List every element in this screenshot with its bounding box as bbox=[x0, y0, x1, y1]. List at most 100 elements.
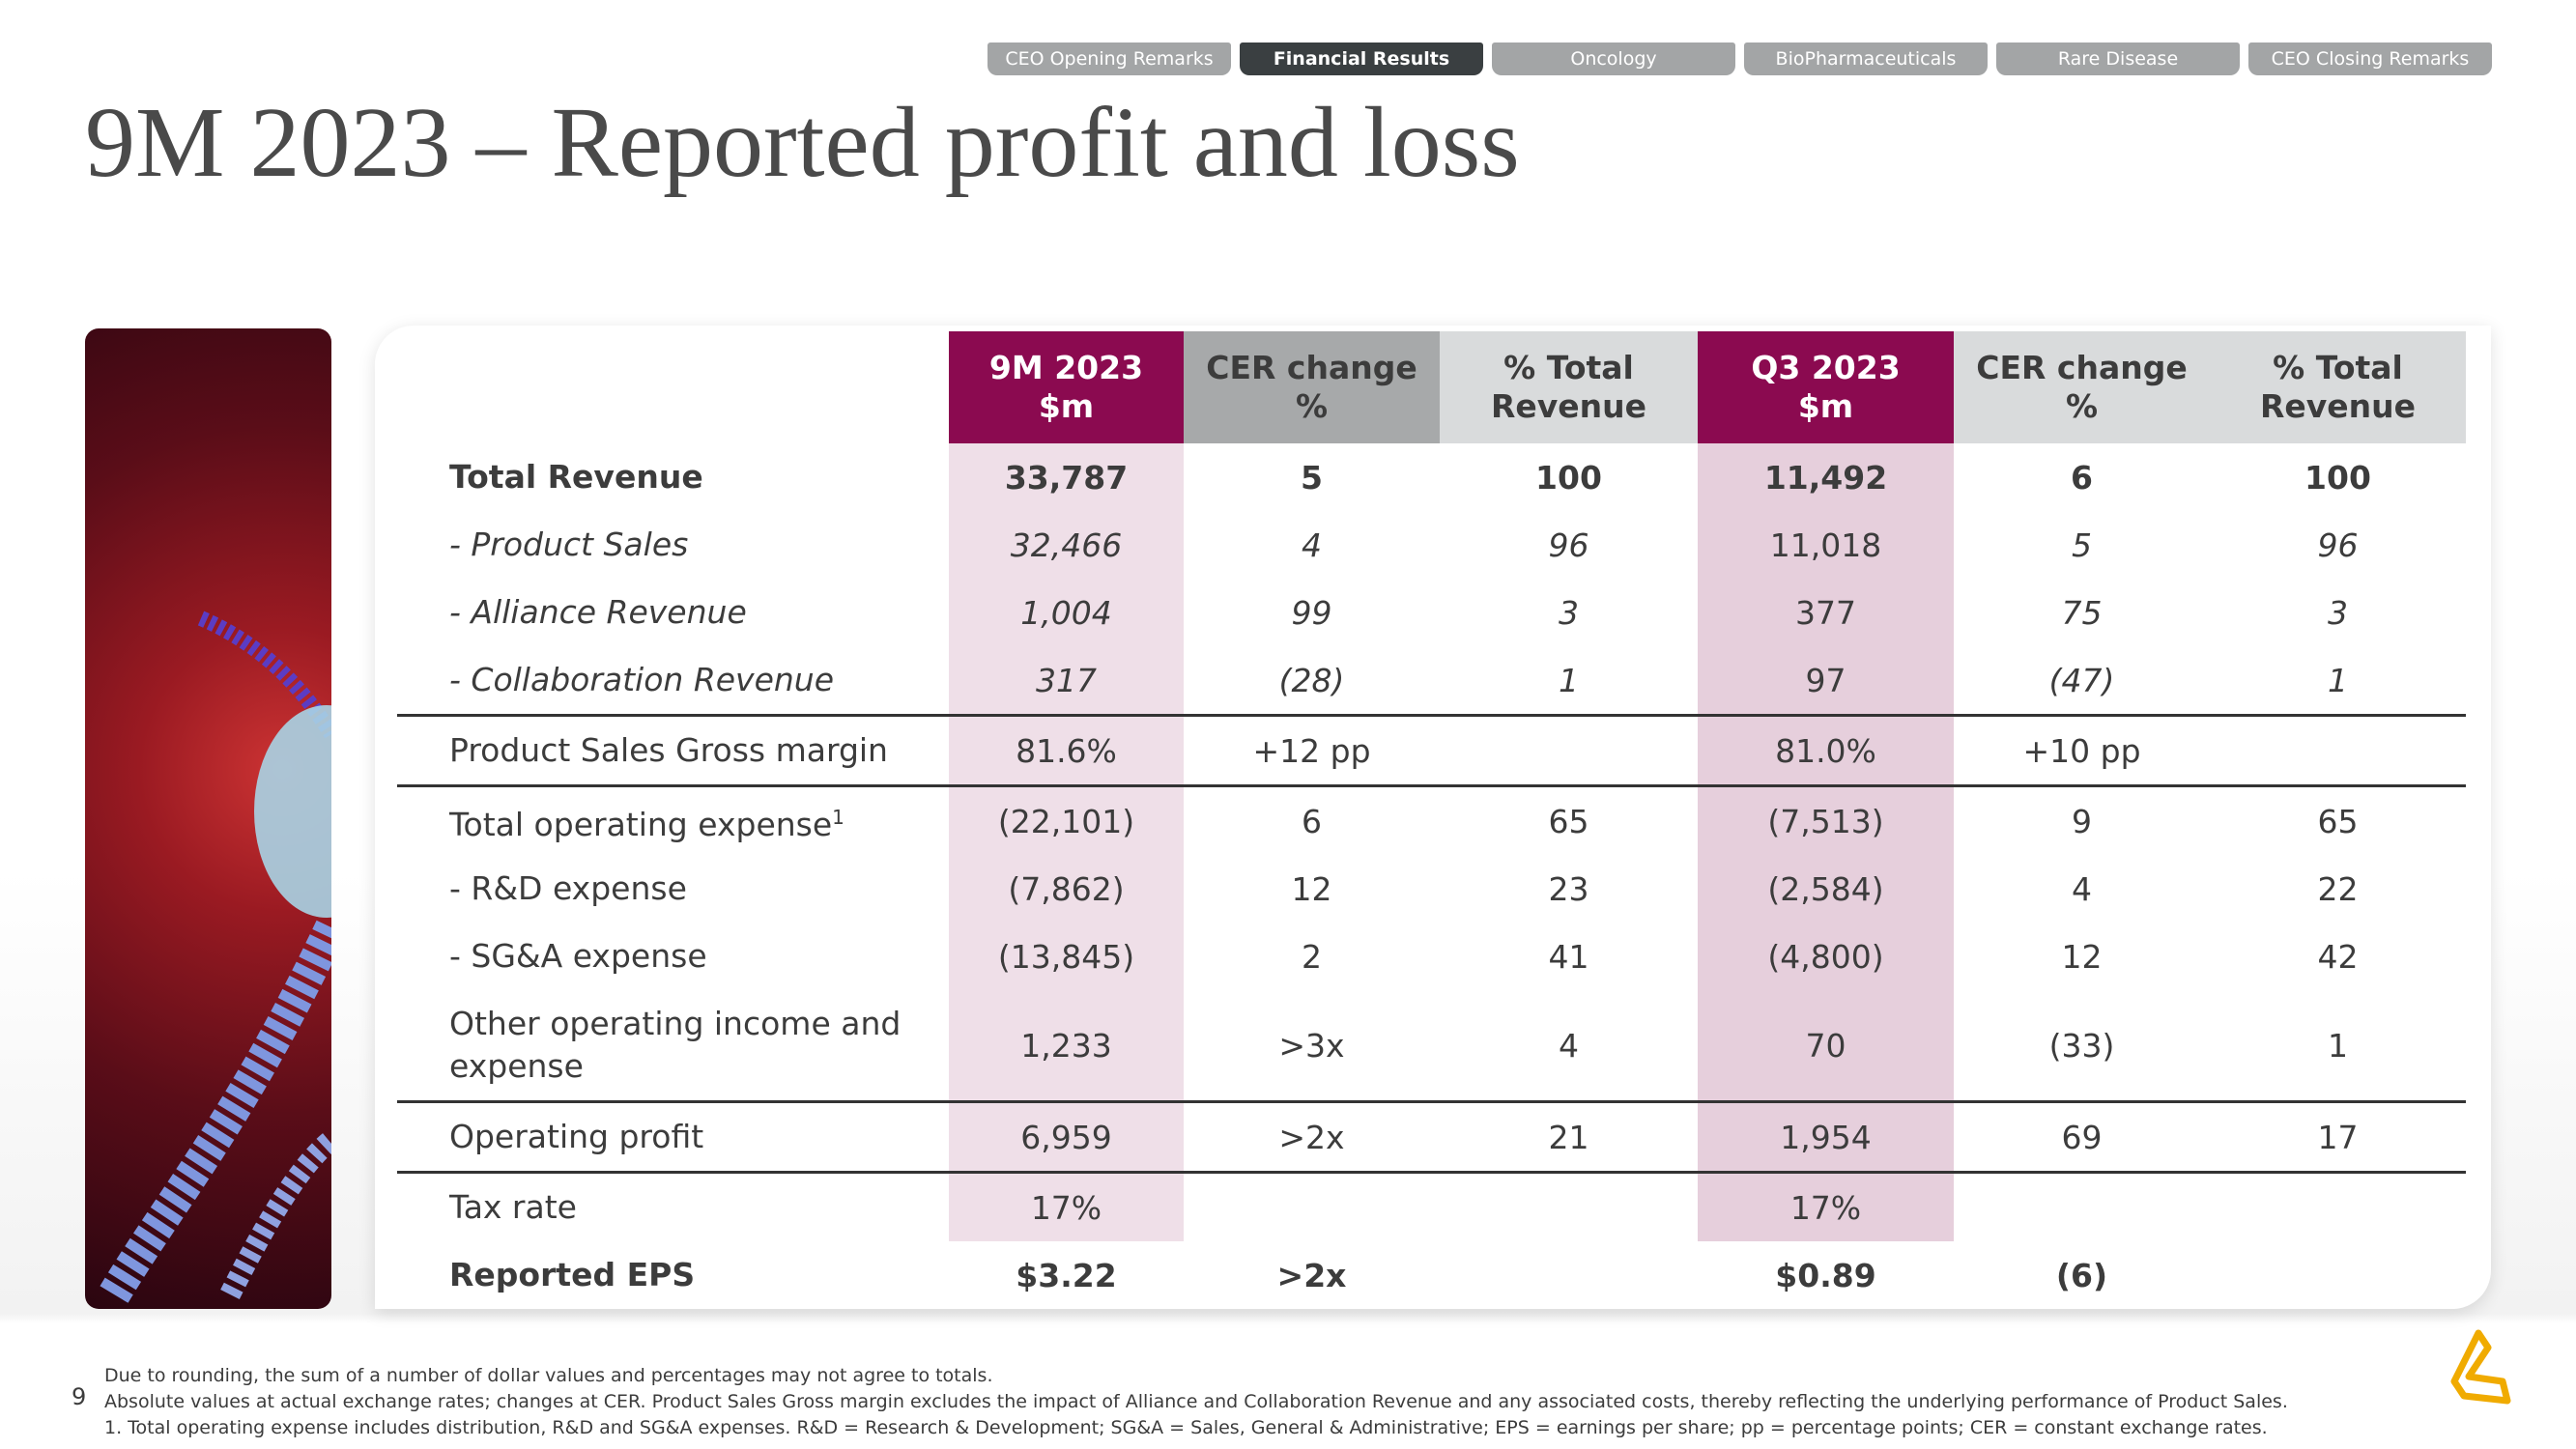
table-cell: (4,800) bbox=[1698, 923, 1954, 990]
row-label: - Collaboration Revenue bbox=[397, 646, 949, 717]
row-label: Tax rate bbox=[397, 1173, 949, 1242]
row-label-text: Operating profit bbox=[449, 1118, 704, 1155]
table-cell: +12 pp bbox=[1184, 715, 1440, 787]
row-label-text: - SG&A expense bbox=[449, 937, 707, 975]
header-line: $m bbox=[1797, 387, 1854, 425]
table-row: Total Revenue 33,787 5 100 11,492 6 100 bbox=[397, 443, 2466, 511]
table-cell: (13,845) bbox=[949, 923, 1184, 990]
footnote: 1. Total operating expense includes dist… bbox=[104, 1417, 2268, 1438]
footnote-ref: 1 bbox=[832, 806, 844, 829]
table-cell: 81.6% bbox=[949, 715, 1184, 787]
header-line: % bbox=[1295, 387, 1329, 425]
table-cell: 17% bbox=[1698, 1172, 1954, 1241]
nav-tabs: CEO Opening Remarks Financial Results Onco… bbox=[987, 43, 2492, 75]
table-cell bbox=[2210, 1173, 2466, 1242]
row-label-text: - Alliance Revenue bbox=[449, 593, 747, 631]
table-cell: 4 bbox=[2072, 869, 2092, 908]
table-cell: (22,101) bbox=[949, 785, 1184, 855]
table-cell: 100 bbox=[1535, 458, 1602, 497]
table-cell: 4 bbox=[1440, 990, 1698, 1103]
header-line: Q3 2023 bbox=[1751, 349, 1901, 386]
table-cell: 377 bbox=[1698, 579, 1954, 646]
table-cell: 12 bbox=[1291, 869, 1332, 908]
row-label: Total Revenue bbox=[397, 443, 949, 511]
table-cell: 4 bbox=[1302, 526, 1322, 564]
row-label-text: Total Revenue bbox=[449, 458, 703, 496]
row-label-text: Product Sales Gross margin bbox=[449, 731, 888, 769]
table-row: Other operating income and expense 1,233 >… bbox=[397, 990, 2466, 1103]
row-label-text: - Collaboration Revenue bbox=[449, 661, 835, 698]
table-cell bbox=[1184, 1173, 1440, 1242]
nav-tab: Rare Disease bbox=[1996, 43, 2240, 75]
header-line: % Total bbox=[2273, 349, 2403, 386]
table-cell: 6,959 bbox=[949, 1101, 1184, 1174]
table-cell: 1,954 bbox=[1698, 1101, 1954, 1174]
table-cell: 2 bbox=[1302, 937, 1322, 976]
header-line: Revenue bbox=[2259, 387, 2417, 425]
table-cell: 81.0% bbox=[1698, 715, 1954, 787]
table-cell: (7,862) bbox=[949, 855, 1184, 923]
table-cell: 6 bbox=[1302, 802, 1322, 840]
column-header: 9M 2023 $m bbox=[949, 331, 1184, 443]
row-label: Product Sales Gross margin bbox=[397, 715, 949, 787]
table-cell: 1,233 bbox=[949, 990, 1184, 1103]
table-cell bbox=[1440, 1173, 1698, 1242]
table-cell: 11,018 bbox=[1698, 511, 1954, 579]
column-header: CER change% bbox=[1954, 331, 2210, 443]
table-cell: (2,584) bbox=[1698, 855, 1954, 923]
table-cell: 9 bbox=[2072, 802, 2092, 840]
column-header: CER change% bbox=[1184, 331, 1440, 443]
row-label-text: Reported EPS bbox=[449, 1256, 696, 1293]
footnote: Due to rounding, the sum of a number of … bbox=[104, 1365, 993, 1386]
header-row: 9M 2023 $m CER change%% Total Revenue Q3 202… bbox=[397, 331, 2466, 443]
table-row: Total operating expense1 (22,101) 6 65 (7,51… bbox=[397, 785, 2466, 855]
table-cell: 11,492 bbox=[1698, 443, 1954, 511]
table-cell: 3 bbox=[2328, 593, 2348, 632]
table-cell: 41 bbox=[1548, 937, 1589, 976]
row-label: - Alliance Revenue bbox=[397, 579, 949, 646]
molecule-art bbox=[100, 611, 331, 1303]
table-row: - Collaboration Revenue 317 (28) 1 97 (47) 1 bbox=[397, 646, 2466, 717]
pnl-table: 9M 2023 $m CER change%% Total Revenue Q3 202… bbox=[397, 331, 2466, 1309]
table-cell: 42 bbox=[2317, 937, 2359, 976]
table-cell: 65 bbox=[1548, 802, 1589, 840]
table-cell bbox=[2210, 1241, 2466, 1309]
table-cell: 69 bbox=[1954, 1101, 2210, 1174]
header-line: CER change bbox=[1976, 349, 2188, 386]
column-header: % Total Revenue bbox=[2210, 331, 2466, 443]
header-line: $m bbox=[1038, 387, 1095, 425]
title: 9M 2023 – Reported profit and loss bbox=[85, 87, 1520, 198]
column-header: Q3 2023 $m bbox=[1698, 331, 1954, 443]
row-label-text: - R&D expense bbox=[449, 869, 687, 907]
row-label: Reported EPS bbox=[397, 1241, 949, 1309]
table-cell: 23 bbox=[1548, 869, 1589, 908]
table-cell: (6) bbox=[2055, 1256, 2108, 1294]
table-cell: 5 bbox=[1301, 458, 1323, 497]
table-row: Product Sales Gross margin 81.6% +12 pp 81.… bbox=[397, 715, 2466, 787]
table-cell: 12 bbox=[2061, 937, 2103, 976]
nav-tab: CEO Opening Remarks bbox=[987, 43, 1231, 75]
header-line: % bbox=[2065, 387, 2099, 425]
table-cell: (47) bbox=[1954, 646, 2210, 717]
header-line: 9M 2023 bbox=[988, 349, 1144, 386]
table-cell: 96 bbox=[2317, 526, 2359, 564]
table-row: Operating profit 6,959 >2x 21 1,954 69 17 bbox=[397, 1101, 2466, 1174]
table-cell: 65 bbox=[2317, 802, 2359, 840]
table-cell: 97 bbox=[1698, 646, 1954, 717]
logo bbox=[2450, 1329, 2511, 1405]
table-cell: +10 pp bbox=[1954, 715, 2210, 787]
nav-tab: Financial Results bbox=[1240, 43, 1483, 75]
table-row: Reported EPS $3.22 >2x $0.89 (6) bbox=[397, 1241, 2466, 1309]
row-label-text: Other operating income and expense bbox=[449, 1005, 902, 1085]
table-cell: 1 bbox=[2210, 646, 2466, 717]
table-cell: >2x bbox=[1184, 1101, 1440, 1174]
table-cell: 32,466 bbox=[949, 511, 1184, 579]
decorative-image bbox=[85, 328, 331, 1309]
table-row: - Product Sales 32,466 4 96 11,018 5 96 bbox=[397, 511, 2466, 579]
table-cell: >2x bbox=[1276, 1256, 1347, 1294]
table-cell: 70 bbox=[1698, 990, 1954, 1103]
table-cell: 75 bbox=[2061, 593, 2103, 632]
nav-tab: Oncology bbox=[1492, 43, 1735, 75]
table-cell: $0.89 bbox=[1775, 1256, 1876, 1294]
